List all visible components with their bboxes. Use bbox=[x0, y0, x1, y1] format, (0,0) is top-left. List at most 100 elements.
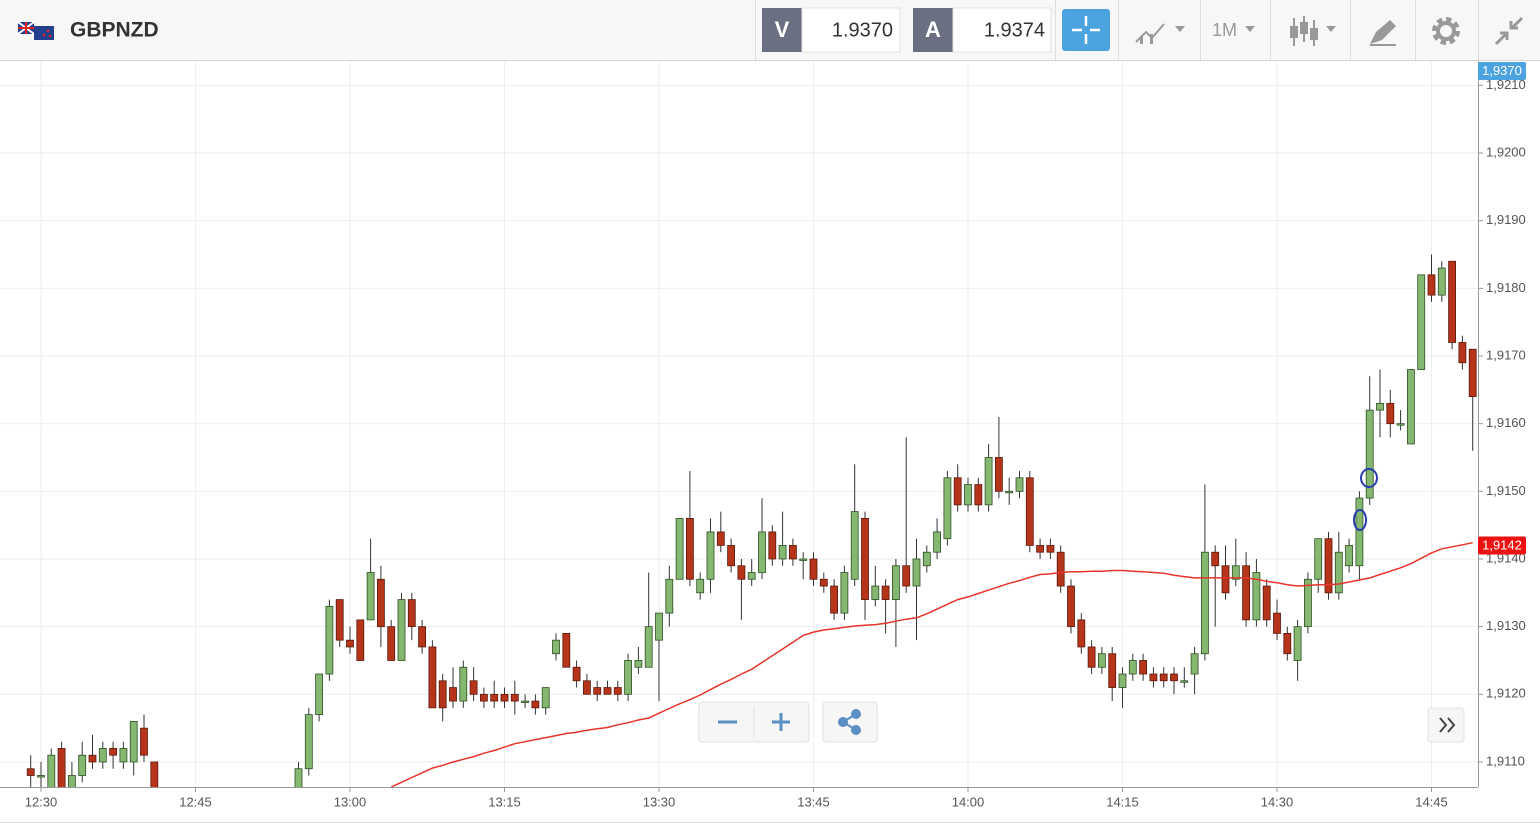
candle-body bbox=[1201, 551, 1209, 655]
candle-body bbox=[799, 558, 808, 561]
x-tick-label: 12:45 bbox=[179, 794, 212, 809]
candle-body bbox=[1118, 673, 1127, 688]
indicator-button[interactable] bbox=[1135, 23, 1185, 44]
candle-body bbox=[1334, 551, 1343, 594]
candle-body bbox=[37, 775, 45, 778]
candle-body bbox=[1448, 260, 1456, 343]
candle-body bbox=[995, 457, 1003, 492]
bid-button[interactable] bbox=[762, 8, 802, 52]
candle-body bbox=[850, 511, 859, 580]
y-tick-label: 1,9200 bbox=[1486, 144, 1526, 159]
candle-body bbox=[1139, 660, 1147, 675]
ask-button[interactable] bbox=[913, 8, 953, 52]
y-tick-label: 1,9190 bbox=[1486, 212, 1526, 227]
bid-tag bbox=[1478, 62, 1526, 80]
candle-body bbox=[1293, 626, 1302, 661]
candle-body bbox=[1046, 545, 1055, 553]
candle-body bbox=[1324, 538, 1333, 594]
chart-type-button[interactable] bbox=[1290, 16, 1336, 46]
candle-body bbox=[871, 585, 880, 600]
grid bbox=[0, 61, 1478, 787]
candle-body bbox=[1005, 490, 1014, 494]
candle-body bbox=[1427, 274, 1436, 296]
candle-body bbox=[1128, 660, 1137, 675]
x-tick-label: 14:30 bbox=[1261, 794, 1294, 809]
x-tick-label: 14:45 bbox=[1415, 794, 1448, 809]
ask-price: 1.9374 bbox=[984, 19, 1045, 41]
candle-body bbox=[1283, 633, 1292, 655]
candle-body bbox=[1036, 545, 1044, 553]
candle-body bbox=[1252, 572, 1261, 621]
candle-body bbox=[1355, 497, 1364, 567]
timeframe[interactable]: 1M bbox=[1212, 20, 1237, 40]
candle-body bbox=[706, 531, 715, 580]
candle-body bbox=[397, 599, 406, 661]
settings-button[interactable] bbox=[1432, 17, 1460, 45]
candle-body bbox=[809, 558, 818, 580]
candle-body bbox=[1468, 348, 1477, 397]
candle-body bbox=[964, 484, 972, 506]
candle-body bbox=[789, 545, 797, 560]
candle-body bbox=[541, 687, 550, 709]
series bbox=[26, 254, 1477, 787]
candle-body bbox=[1067, 585, 1075, 628]
share-button[interactable] bbox=[822, 701, 878, 743]
candle-body bbox=[686, 517, 694, 580]
candle-body bbox=[88, 754, 97, 763]
candle-body bbox=[819, 578, 828, 587]
candle-body bbox=[747, 572, 756, 580]
candle-body bbox=[304, 714, 313, 770]
candle-body bbox=[140, 727, 148, 756]
candle-body bbox=[376, 578, 385, 628]
candle-body bbox=[1211, 551, 1220, 567]
draw-button[interactable] bbox=[1370, 20, 1396, 46]
candle-body bbox=[644, 626, 653, 668]
candle-body bbox=[737, 565, 746, 580]
candle-body bbox=[315, 673, 324, 716]
scroll-right-icon bbox=[1439, 717, 1456, 733]
candle-body bbox=[912, 558, 921, 587]
candle-body bbox=[1087, 646, 1096, 668]
candle-body bbox=[984, 457, 993, 506]
candle-body bbox=[1190, 653, 1199, 675]
candle-body bbox=[428, 646, 437, 709]
candle-body bbox=[510, 693, 519, 702]
candle-body bbox=[634, 660, 643, 668]
candle-body bbox=[119, 748, 128, 763]
ask-box bbox=[952, 7, 1052, 53]
candle-body bbox=[892, 565, 900, 600]
candle-body bbox=[1015, 477, 1024, 492]
y-tick-label: 1,9170 bbox=[1486, 347, 1526, 362]
ask-label: A bbox=[925, 17, 941, 42]
candle-body bbox=[335, 599, 344, 641]
candle-body bbox=[1365, 409, 1374, 499]
candle-body bbox=[47, 754, 56, 787]
candle-body bbox=[1221, 565, 1230, 594]
candle-body bbox=[1108, 653, 1117, 688]
candle-body bbox=[1159, 673, 1168, 682]
candle-body bbox=[1056, 551, 1065, 587]
candle-body bbox=[624, 660, 632, 695]
candle-body bbox=[469, 680, 478, 695]
candle-body bbox=[922, 551, 931, 567]
collapse-button[interactable] bbox=[1494, 16, 1524, 46]
candle-body bbox=[1376, 402, 1384, 411]
candle-body bbox=[459, 666, 468, 702]
zoom-in[interactable] bbox=[772, 713, 790, 731]
candle-body bbox=[943, 477, 952, 540]
y-tick-label: 1,9150 bbox=[1486, 483, 1526, 498]
candle-body bbox=[1242, 565, 1250, 621]
bid-box bbox=[801, 7, 901, 53]
candle-body bbox=[129, 720, 138, 763]
last-price-tag bbox=[1478, 536, 1526, 555]
candle-body bbox=[490, 693, 499, 702]
candle-body bbox=[26, 768, 35, 776]
candle-body bbox=[758, 531, 766, 573]
y-tick-label: 1,9210 bbox=[1486, 77, 1526, 92]
candle-body bbox=[78, 754, 87, 776]
flag-icon bbox=[17, 21, 54, 40]
crosshair-button[interactable] bbox=[1062, 9, 1110, 51]
candle-body bbox=[613, 687, 622, 695]
